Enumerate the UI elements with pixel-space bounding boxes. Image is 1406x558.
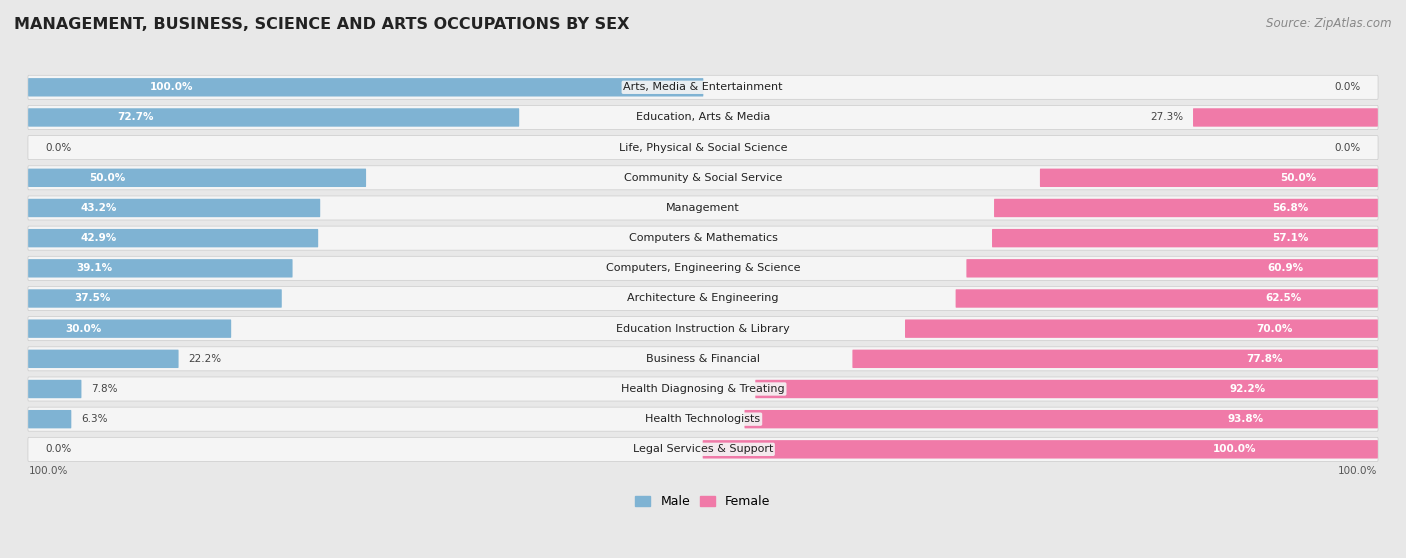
Text: 100.0%: 100.0% xyxy=(1339,466,1378,476)
FancyBboxPatch shape xyxy=(28,407,1378,431)
FancyBboxPatch shape xyxy=(755,380,1378,398)
FancyBboxPatch shape xyxy=(703,440,1378,459)
FancyBboxPatch shape xyxy=(28,286,1378,310)
FancyBboxPatch shape xyxy=(1194,108,1378,127)
Text: 100.0%: 100.0% xyxy=(28,466,67,476)
Text: 57.1%: 57.1% xyxy=(1272,233,1308,243)
Text: 0.0%: 0.0% xyxy=(1334,82,1361,92)
FancyBboxPatch shape xyxy=(28,316,1378,341)
FancyBboxPatch shape xyxy=(28,437,1378,461)
FancyBboxPatch shape xyxy=(28,259,292,277)
FancyBboxPatch shape xyxy=(28,226,1378,250)
Text: 0.0%: 0.0% xyxy=(1334,143,1361,153)
Legend: Male, Female: Male, Female xyxy=(630,490,776,513)
FancyBboxPatch shape xyxy=(993,229,1378,247)
Text: 56.8%: 56.8% xyxy=(1272,203,1309,213)
Text: 37.5%: 37.5% xyxy=(75,294,111,304)
Text: 92.2%: 92.2% xyxy=(1229,384,1265,394)
FancyBboxPatch shape xyxy=(28,199,321,217)
FancyBboxPatch shape xyxy=(28,166,1378,190)
Text: Education, Arts & Media: Education, Arts & Media xyxy=(636,113,770,122)
FancyBboxPatch shape xyxy=(852,350,1378,368)
Text: 0.0%: 0.0% xyxy=(45,444,72,454)
FancyBboxPatch shape xyxy=(966,259,1378,277)
Text: 93.8%: 93.8% xyxy=(1227,414,1264,424)
Text: Community & Social Service: Community & Social Service xyxy=(624,173,782,183)
FancyBboxPatch shape xyxy=(28,410,72,429)
Text: 60.9%: 60.9% xyxy=(1267,263,1303,273)
FancyBboxPatch shape xyxy=(28,256,1378,280)
Text: 0.0%: 0.0% xyxy=(45,143,72,153)
Text: 77.8%: 77.8% xyxy=(1247,354,1284,364)
FancyBboxPatch shape xyxy=(905,319,1378,338)
Text: 70.0%: 70.0% xyxy=(1256,324,1292,334)
Text: Business & Financial: Business & Financial xyxy=(645,354,761,364)
FancyBboxPatch shape xyxy=(28,380,82,398)
FancyBboxPatch shape xyxy=(956,289,1378,307)
FancyBboxPatch shape xyxy=(28,347,1378,371)
Text: Architecture & Engineering: Architecture & Engineering xyxy=(627,294,779,304)
FancyBboxPatch shape xyxy=(28,350,179,368)
FancyBboxPatch shape xyxy=(28,289,281,307)
Text: 22.2%: 22.2% xyxy=(188,354,222,364)
Text: 6.3%: 6.3% xyxy=(82,414,108,424)
FancyBboxPatch shape xyxy=(28,169,366,187)
Text: 62.5%: 62.5% xyxy=(1265,294,1302,304)
FancyBboxPatch shape xyxy=(745,410,1378,429)
FancyBboxPatch shape xyxy=(28,377,1378,401)
FancyBboxPatch shape xyxy=(994,199,1378,217)
Text: 100.0%: 100.0% xyxy=(1212,444,1256,454)
FancyBboxPatch shape xyxy=(28,229,318,247)
Text: Source: ZipAtlas.com: Source: ZipAtlas.com xyxy=(1267,17,1392,30)
Text: 50.0%: 50.0% xyxy=(1281,173,1317,183)
FancyBboxPatch shape xyxy=(28,105,1378,129)
Text: 42.9%: 42.9% xyxy=(80,233,117,243)
Text: MANAGEMENT, BUSINESS, SCIENCE AND ARTS OCCUPATIONS BY SEX: MANAGEMENT, BUSINESS, SCIENCE AND ARTS O… xyxy=(14,17,630,32)
Text: 100.0%: 100.0% xyxy=(150,82,194,92)
Text: 43.2%: 43.2% xyxy=(82,203,117,213)
Text: Education Instruction & Library: Education Instruction & Library xyxy=(616,324,790,334)
FancyBboxPatch shape xyxy=(28,196,1378,220)
Text: 72.7%: 72.7% xyxy=(117,113,153,122)
FancyBboxPatch shape xyxy=(28,319,231,338)
FancyBboxPatch shape xyxy=(28,75,1378,99)
FancyBboxPatch shape xyxy=(28,136,1378,160)
Text: Management: Management xyxy=(666,203,740,213)
Text: 27.3%: 27.3% xyxy=(1150,113,1184,122)
Text: Legal Services & Support: Legal Services & Support xyxy=(633,444,773,454)
Text: 39.1%: 39.1% xyxy=(76,263,112,273)
Text: Arts, Media & Entertainment: Arts, Media & Entertainment xyxy=(623,82,783,92)
Text: 30.0%: 30.0% xyxy=(65,324,101,334)
FancyBboxPatch shape xyxy=(1040,169,1378,187)
Text: Computers, Engineering & Science: Computers, Engineering & Science xyxy=(606,263,800,273)
Text: 50.0%: 50.0% xyxy=(89,173,125,183)
FancyBboxPatch shape xyxy=(28,108,519,127)
Text: Health Technologists: Health Technologists xyxy=(645,414,761,424)
Text: 7.8%: 7.8% xyxy=(91,384,118,394)
Text: Health Diagnosing & Treating: Health Diagnosing & Treating xyxy=(621,384,785,394)
Text: Life, Physical & Social Science: Life, Physical & Social Science xyxy=(619,143,787,153)
FancyBboxPatch shape xyxy=(28,78,703,97)
Text: Computers & Mathematics: Computers & Mathematics xyxy=(628,233,778,243)
